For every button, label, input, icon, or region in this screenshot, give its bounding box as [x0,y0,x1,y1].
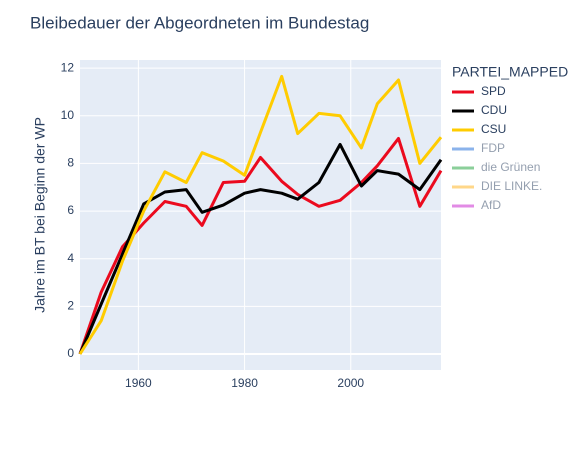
y-tick-label: 2 [67,299,74,313]
chart-title: Bleibedauer der Abgeordneten im Bundesta… [30,13,369,32]
x-tick-label: 1980 [231,376,258,390]
y-tick-label: 4 [67,251,74,265]
legend-label: CSU [481,122,506,136]
x-tick-label: 2000 [337,376,364,390]
legend-label: AfD [481,198,501,212]
legend-title: PARTEI_MAPPED [452,64,568,80]
legend-label: SPD [481,84,506,98]
legend-label: DIE LINKE. [481,179,542,193]
series-line [78,142,443,355]
plot-area [80,60,441,370]
y-tick-label: 6 [67,203,74,217]
legend-label: CDU [481,103,507,117]
y-axis-title: Jahre im BT bei Beginn der WP [32,117,48,313]
y-tick-label: 12 [61,60,75,74]
series-line [78,74,443,355]
y-tick-label: 8 [67,156,74,170]
y-tick-label: 10 [61,108,75,122]
series-line [78,136,443,355]
legend-label: die Grünen [481,160,540,174]
legend-label: FDP [481,141,505,155]
x-tick-label: 1960 [125,376,152,390]
y-tick-label: 0 [67,346,74,360]
